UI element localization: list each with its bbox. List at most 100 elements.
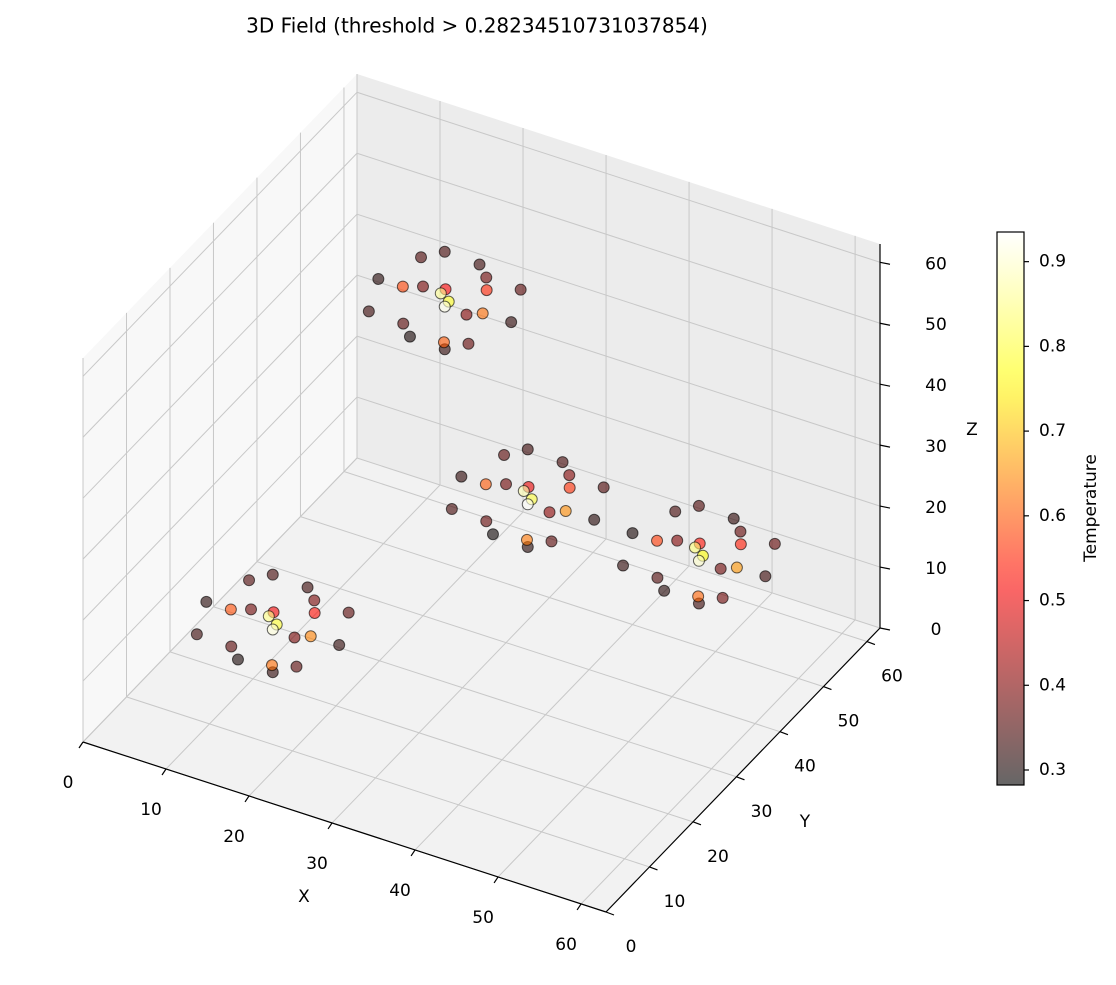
point — [505, 316, 518, 329]
point — [588, 513, 601, 526]
grid-line — [82, 91, 358, 377]
grid-line — [356, 91, 881, 263]
y-tick — [692, 821, 702, 826]
point — [545, 535, 558, 548]
x-tick — [327, 822, 333, 830]
x-tick — [78, 741, 84, 749]
colorbar-tick-label: 0.7 — [1039, 421, 1066, 441]
grid-line — [356, 213, 881, 385]
y-tick-label: 40 — [794, 757, 816, 777]
point — [403, 330, 416, 343]
grid-line — [256, 561, 781, 733]
grid-line — [82, 274, 358, 560]
point — [415, 251, 428, 264]
z-tick-label: 60 — [925, 254, 947, 274]
z-tick-label: 40 — [925, 376, 947, 396]
point — [520, 533, 533, 546]
y-axis-label: Y — [799, 812, 811, 832]
x-axis-label: X — [298, 887, 310, 907]
z-tick — [879, 322, 891, 326]
point — [333, 639, 346, 652]
point — [730, 561, 743, 574]
point — [500, 478, 513, 491]
point — [727, 512, 740, 525]
point — [734, 538, 747, 551]
y-tick — [649, 866, 658, 871]
grid-line — [126, 696, 650, 868]
grid-line — [331, 538, 607, 824]
point — [231, 653, 244, 666]
y-tick-label: 20 — [707, 847, 729, 867]
point — [692, 499, 705, 512]
point — [479, 478, 492, 491]
floor-pane — [83, 458, 880, 912]
grid-line — [165, 484, 441, 770]
point — [543, 506, 556, 519]
grid-line — [82, 396, 358, 682]
point — [480, 284, 493, 297]
point — [417, 280, 429, 293]
point — [563, 481, 576, 494]
point — [200, 595, 213, 608]
point — [669, 505, 682, 518]
point — [288, 631, 301, 644]
colorbar — [996, 231, 1025, 786]
point — [396, 280, 409, 293]
point — [498, 448, 511, 461]
grid-line — [497, 592, 773, 878]
z-tick-label: 10 — [925, 559, 947, 579]
grid-line — [580, 619, 856, 905]
point — [486, 528, 499, 541]
grid-line — [82, 335, 358, 621]
x-tick — [410, 849, 416, 857]
point — [438, 300, 451, 313]
point — [262, 610, 275, 623]
point — [671, 534, 684, 547]
point — [445, 503, 458, 516]
x-tick-label: 40 — [389, 881, 411, 901]
point — [597, 481, 610, 494]
y-tick — [866, 640, 876, 646]
z-tick-label: 50 — [925, 315, 947, 335]
point — [559, 505, 572, 518]
point — [308, 594, 321, 607]
z-tick-label: 20 — [925, 498, 947, 518]
z-tick-label: 30 — [925, 437, 947, 457]
point — [190, 628, 203, 641]
point — [716, 591, 729, 604]
point — [734, 525, 747, 538]
point — [473, 258, 486, 271]
z-tick — [879, 627, 891, 631]
point — [556, 456, 569, 469]
grid-line — [82, 213, 358, 499]
point — [517, 484, 530, 497]
point — [521, 443, 534, 456]
point — [617, 559, 630, 572]
point — [658, 584, 671, 597]
point — [563, 469, 576, 482]
point — [265, 659, 278, 672]
y-tick — [823, 686, 832, 691]
point — [266, 568, 279, 581]
grid-line — [343, 471, 868, 642]
x-tick-label: 20 — [223, 827, 245, 847]
x-tick-label: 30 — [306, 854, 328, 874]
grid-line — [356, 335, 881, 507]
colorbar-tick-label: 0.6 — [1039, 506, 1066, 526]
x-axis-line — [82, 741, 607, 913]
y-tick-label: 0 — [626, 937, 637, 957]
x-tick — [161, 768, 167, 776]
chart-title: 3D Field (threshold > 0.2823451073103785… — [246, 14, 708, 38]
x-tick — [493, 876, 499, 884]
point — [480, 271, 493, 284]
y-tick-label: 60 — [881, 667, 903, 687]
point — [342, 606, 355, 619]
point — [304, 630, 317, 643]
z-tick — [879, 444, 891, 448]
point — [434, 287, 447, 300]
point — [651, 534, 664, 547]
point — [301, 581, 314, 594]
colorbar-tick-label: 0.9 — [1039, 252, 1066, 272]
y-tick — [779, 731, 789, 736]
y-tick — [605, 911, 615, 916]
